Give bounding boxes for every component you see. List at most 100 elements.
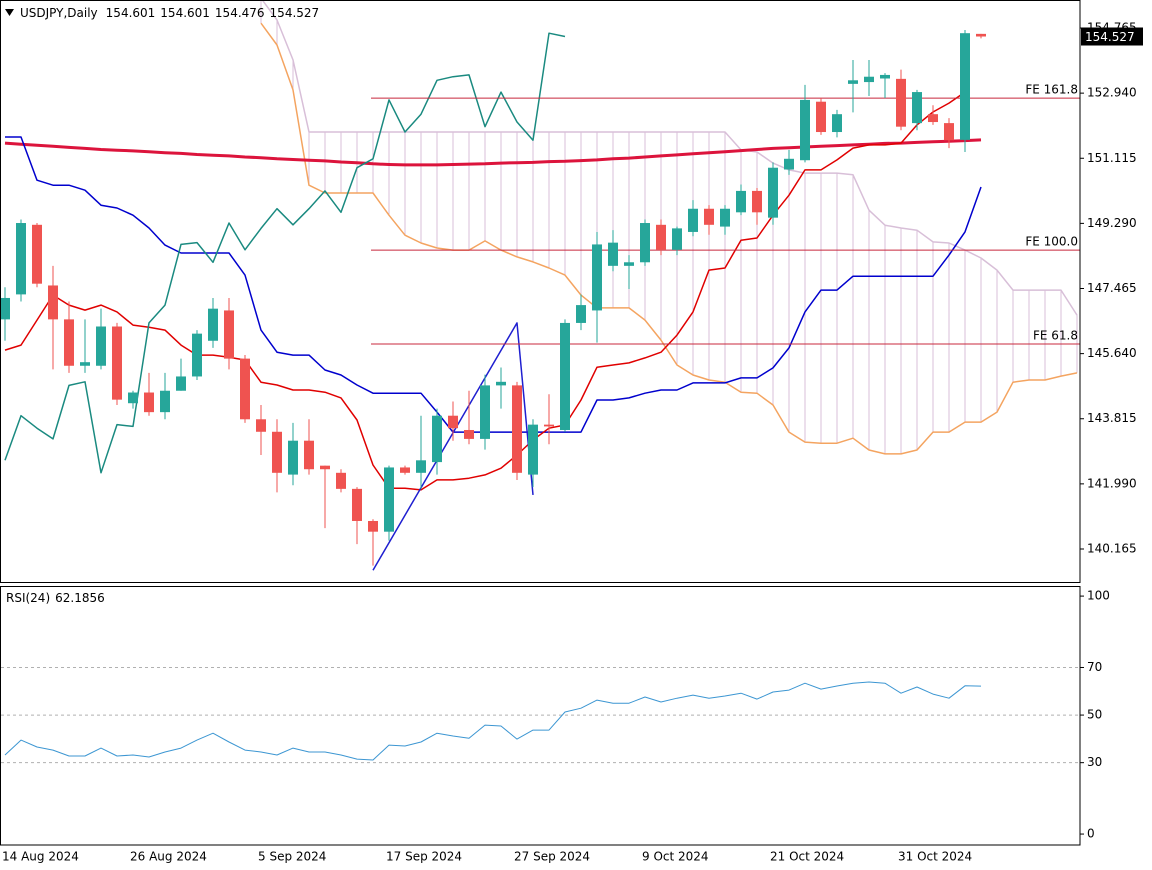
x-tick-label: 27 Sep 2024: [514, 850, 590, 864]
fe-level-label: FE 61.8: [1033, 328, 1078, 342]
indicator-line: [4, 32, 566, 474]
y-tick-label: 143.815: [1087, 411, 1137, 425]
candle-body: [832, 114, 842, 133]
high-value: 154.601: [160, 6, 210, 20]
candle-body: [544, 424, 554, 427]
candle-body: [272, 431, 282, 473]
candle-body: [720, 208, 730, 227]
candle-body: [288, 440, 298, 475]
candle-body: [576, 305, 586, 323]
candle-body: [368, 520, 378, 532]
candle-body: [112, 326, 122, 400]
x-tick-label: 9 Oct 2024: [642, 850, 709, 864]
x-tick-label: 26 Aug 2024: [130, 850, 207, 864]
open-value: 154.601: [106, 6, 156, 20]
candle-body: [560, 322, 570, 430]
rsi-current: 62.1856: [55, 591, 105, 605]
candle-body: [672, 228, 682, 250]
x-tick-label: 21 Oct 2024: [770, 850, 844, 864]
candle-body: [400, 467, 410, 473]
x-tick-label: 14 Aug 2024: [2, 850, 79, 864]
rsi-tick-label: 30: [1087, 755, 1102, 769]
candle-body: [640, 223, 650, 263]
indicator-line: [4, 138, 982, 167]
chart-header: USDJPY,Daily 154.601 154.601 154.476 154.527: [20, 6, 319, 20]
candle-body: [912, 92, 922, 124]
candle-body: [432, 415, 442, 463]
candle-body: [848, 80, 858, 84]
candle-body: [0, 297, 10, 320]
candle-body: [448, 415, 458, 429]
candle-body: [352, 488, 362, 521]
rsi-tick-label: 70: [1087, 660, 1102, 674]
candle-body: [864, 76, 874, 83]
candle-body: [944, 123, 954, 141]
candle-body: [32, 224, 42, 284]
candle-body: [752, 190, 762, 213]
candle-body: [320, 465, 330, 470]
candle-body: [528, 424, 538, 475]
candle-body: [240, 358, 250, 420]
candle-body: [496, 381, 506, 386]
candle-body: [624, 262, 634, 266]
candle-body: [176, 376, 186, 391]
rsi-panel: [1, 666, 1080, 764]
candle-body: [480, 385, 490, 439]
candle-body: [96, 326, 106, 366]
x-tick-label: 5 Sep 2024: [258, 850, 326, 864]
candle-body: [208, 308, 218, 341]
y-tick-label: 145.640: [1087, 346, 1137, 360]
senkou-span-b: [261, 0, 1078, 316]
candle-body: [224, 310, 234, 359]
menu-triangle: [5, 9, 14, 16]
candle-body: [304, 440, 314, 470]
rsi-title: RSI(24): [6, 591, 50, 605]
price-box-label: 154.527: [1085, 30, 1135, 44]
candle-body: [192, 333, 202, 377]
candle-body: [144, 392, 154, 413]
candle-body: [512, 385, 522, 473]
y-tick-label: 149.290: [1087, 216, 1137, 230]
candle-body: [816, 101, 826, 133]
y-tick-label: 141.990: [1087, 476, 1137, 490]
y-tick-label: 152.940: [1087, 86, 1137, 100]
candle-body: [896, 78, 906, 127]
candle-body: [16, 223, 26, 295]
x-tick-label: 31 Oct 2024: [898, 850, 972, 864]
candle-body: [928, 114, 938, 123]
candle-body: [64, 319, 74, 366]
price-box: [1081, 27, 1143, 46]
low-value: 154.476: [215, 6, 265, 20]
candle-body: [688, 208, 698, 232]
candle-body: [336, 472, 346, 489]
candle-body: [880, 74, 890, 79]
candle-body: [736, 190, 746, 213]
indicator-line: [4, 91, 966, 491]
candle-body: [976, 33, 986, 37]
candle-body: [384, 467, 394, 532]
candle-body: [784, 158, 794, 170]
candle-body: [800, 99, 810, 161]
fe-level-label: FE 161.8: [1025, 83, 1078, 97]
candle-body: [704, 208, 714, 225]
rsi-tick-label: 0: [1087, 827, 1095, 841]
indicator-line: [5, 136, 982, 433]
candle-body: [464, 429, 474, 439]
y-tick-label: 140.165: [1087, 541, 1137, 555]
price-panel: [0, 0, 1080, 571]
rsi-header: RSI(24) 62.1856: [6, 591, 105, 605]
candle-body: [960, 33, 970, 140]
price-frame: [0, 0, 1081, 583]
senkou-span-a: [260, 22, 1078, 455]
rsi-frame: [0, 586, 1081, 846]
candle-body: [160, 390, 170, 413]
rsi-line: [4, 681, 982, 761]
rsi-tick-label: 100: [1087, 589, 1110, 603]
fe-level-label: FE 100.0: [1025, 235, 1078, 249]
candle-body: [656, 224, 666, 250]
candle-body: [592, 244, 602, 311]
candle-body: [80, 362, 90, 366]
candle-body: [48, 285, 58, 320]
symbol: USDJPY,Daily: [20, 6, 98, 20]
